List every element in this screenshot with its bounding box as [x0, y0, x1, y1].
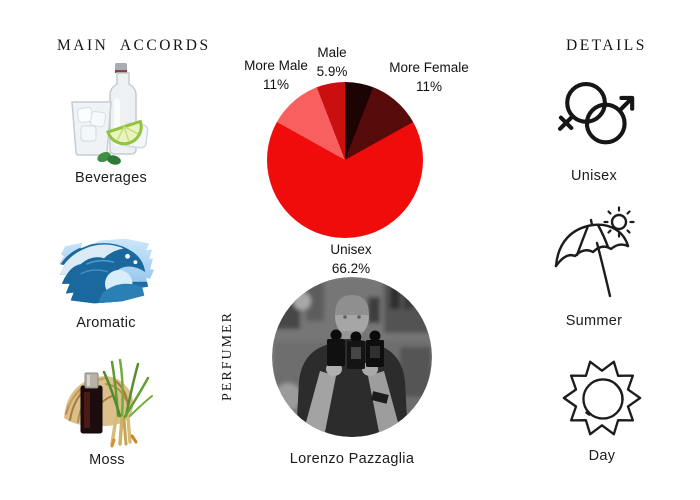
perfumer-name: Lorenzo Pazzaglia — [289, 451, 415, 467]
ocean-wave-photo — [57, 234, 155, 308]
detail-label-unisex: Unisex — [570, 168, 618, 184]
gender-pie-chart — [267, 82, 423, 238]
pie-label-more-female: More Female 11% — [389, 60, 469, 94]
detail-label-day: Day — [588, 448, 616, 464]
accord-label-beverages: Beverages — [74, 170, 148, 186]
accord-label-moss: Moss — [89, 452, 125, 468]
main-accords-title: MAIN ACCORDS — [57, 37, 211, 54]
accord-label-aromatic: Aromatic — [76, 315, 136, 331]
unisex-gender-icon — [552, 76, 638, 162]
beverages-photo — [66, 60, 156, 168]
umbrella-sun-icon — [548, 206, 640, 302]
details-title: DETAILS — [566, 37, 647, 54]
perfumer-section-label: PERFUMER — [220, 311, 235, 401]
sun-icon — [560, 356, 644, 440]
pie-label-unisex: Unisex 66.2% — [330, 242, 372, 276]
pie-label-male: Male 5.9% — [316, 45, 348, 79]
perfumer-photo — [272, 277, 432, 437]
detail-label-summer: Summer — [565, 313, 623, 329]
pie-label-more-male: More Male 11% — [244, 58, 308, 92]
moss-vetiver-photo — [54, 356, 160, 450]
